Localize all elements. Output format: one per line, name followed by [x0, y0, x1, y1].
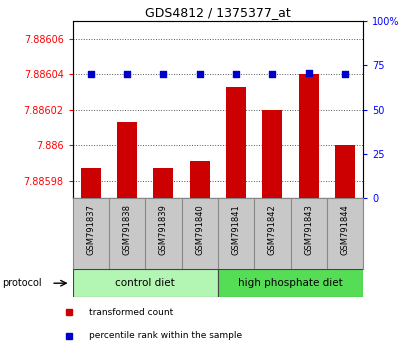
Text: GSM791842: GSM791842 [268, 204, 277, 255]
Bar [299, 74, 319, 198]
Text: GSM791844: GSM791844 [340, 204, 349, 255]
Bar [190, 161, 210, 198]
Bar [262, 110, 282, 198]
Point [342, 72, 348, 77]
Point [305, 70, 312, 75]
Bar [117, 122, 137, 198]
Text: high phosphate diet: high phosphate diet [238, 278, 343, 288]
Point [233, 72, 239, 77]
Text: protocol: protocol [2, 278, 42, 288]
Bar [218, 269, 363, 297]
Title: GDS4812 / 1375377_at: GDS4812 / 1375377_at [145, 6, 291, 19]
Bar [226, 87, 246, 198]
Point [196, 72, 203, 77]
Text: GSM791841: GSM791841 [232, 204, 241, 255]
Point [88, 72, 94, 77]
Text: GSM791840: GSM791840 [195, 204, 204, 255]
Text: transformed count: transformed count [90, 308, 174, 317]
Point [124, 72, 130, 77]
Text: GSM791839: GSM791839 [159, 204, 168, 255]
Text: GSM791843: GSM791843 [304, 204, 313, 255]
Bar [335, 145, 355, 198]
Text: control diet: control diet [115, 278, 175, 288]
Text: percentile rank within the sample: percentile rank within the sample [90, 331, 243, 340]
Text: GSM791837: GSM791837 [86, 204, 95, 255]
Text: GSM791838: GSM791838 [122, 204, 132, 255]
Bar [81, 168, 101, 198]
Point [160, 72, 167, 77]
Bar [154, 168, 173, 198]
Bar [73, 269, 218, 297]
Point [269, 72, 276, 77]
